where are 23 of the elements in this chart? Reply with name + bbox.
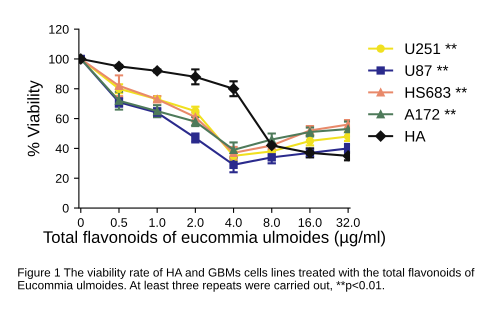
- y-tick-label: 120: [49, 24, 69, 34]
- caption: Figure 1 The viability rate of HA and GBMs cells lines treated with the total flavonoids of Eucommia ulmoides. At least three repeats were carried out, **p<0.01.: [18, 268, 474, 292]
- legend-label: U87 **: [406, 65, 448, 76]
- y-axis-title: % Viability: [27, 80, 43, 156]
- legend-label: A172 **: [404, 108, 456, 120]
- x-tick-label: 0: [78, 218, 84, 227]
- x-tick-label: 2.0: [187, 218, 204, 227]
- x-tick-label: 16.0: [298, 218, 322, 227]
- legend-label: U251 **: [406, 43, 457, 54]
- x-tick-label: 32.0: [336, 218, 360, 227]
- legend-label: HS683 **: [406, 87, 467, 98]
- x-tick-label: 4.0: [225, 218, 242, 227]
- y-tick-label: 0: [62, 204, 69, 213]
- x-tick-label: 0.5: [110, 218, 128, 227]
- y-tick-label: 100: [49, 54, 69, 64]
- x-axis-title: Total flavonoids of eucommia ulmoides (µg/ml): [43, 230, 385, 246]
- y-tick-label: 40: [56, 144, 69, 154]
- y-tick-label: 80: [56, 84, 69, 94]
- y-tick-label: 20: [56, 174, 69, 183]
- legend-label: HA: [406, 130, 426, 142]
- x-tick-label: 8.0: [264, 218, 280, 227]
- y-tick-label: 60: [56, 114, 69, 124]
- x-tick-label: 1.0: [149, 218, 166, 227]
